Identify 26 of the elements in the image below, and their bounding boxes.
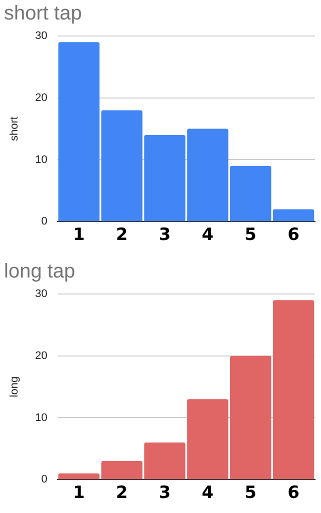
x-tick-label: 2 xyxy=(116,483,128,504)
x-tick-label: 3 xyxy=(158,483,171,504)
x-tick-label: 3 xyxy=(158,225,171,246)
y-tick-label: 30 xyxy=(35,288,48,300)
x-tick-label: 6 xyxy=(288,225,300,246)
x-tick-label: 4 xyxy=(202,483,214,504)
y-tick-label: 30 xyxy=(35,30,48,42)
x-tick-label: 2 xyxy=(116,225,128,246)
bar xyxy=(272,209,314,222)
y-tick-label: 20 xyxy=(35,92,48,104)
chart-title: long tap xyxy=(4,260,76,283)
x-tick-label: 5 xyxy=(244,483,257,504)
x-tick-label: 1 xyxy=(72,225,85,246)
y-tick-label: 0 xyxy=(41,216,48,228)
x-tick-label: 5 xyxy=(244,225,257,246)
x-tick-label: 6 xyxy=(288,483,300,504)
y-tick-label: 0 xyxy=(41,474,48,486)
y-tick-label: 10 xyxy=(35,412,48,424)
y-tick-label: 10 xyxy=(35,154,48,166)
y-axis-title: short xyxy=(8,116,21,142)
x-tick-label: 1 xyxy=(72,483,85,504)
x-tick-label: 4 xyxy=(202,225,214,246)
bar xyxy=(272,300,314,480)
y-axis-title: long xyxy=(8,376,21,398)
chart-title: short tap xyxy=(4,2,82,25)
y-tick-label: 20 xyxy=(35,350,48,362)
